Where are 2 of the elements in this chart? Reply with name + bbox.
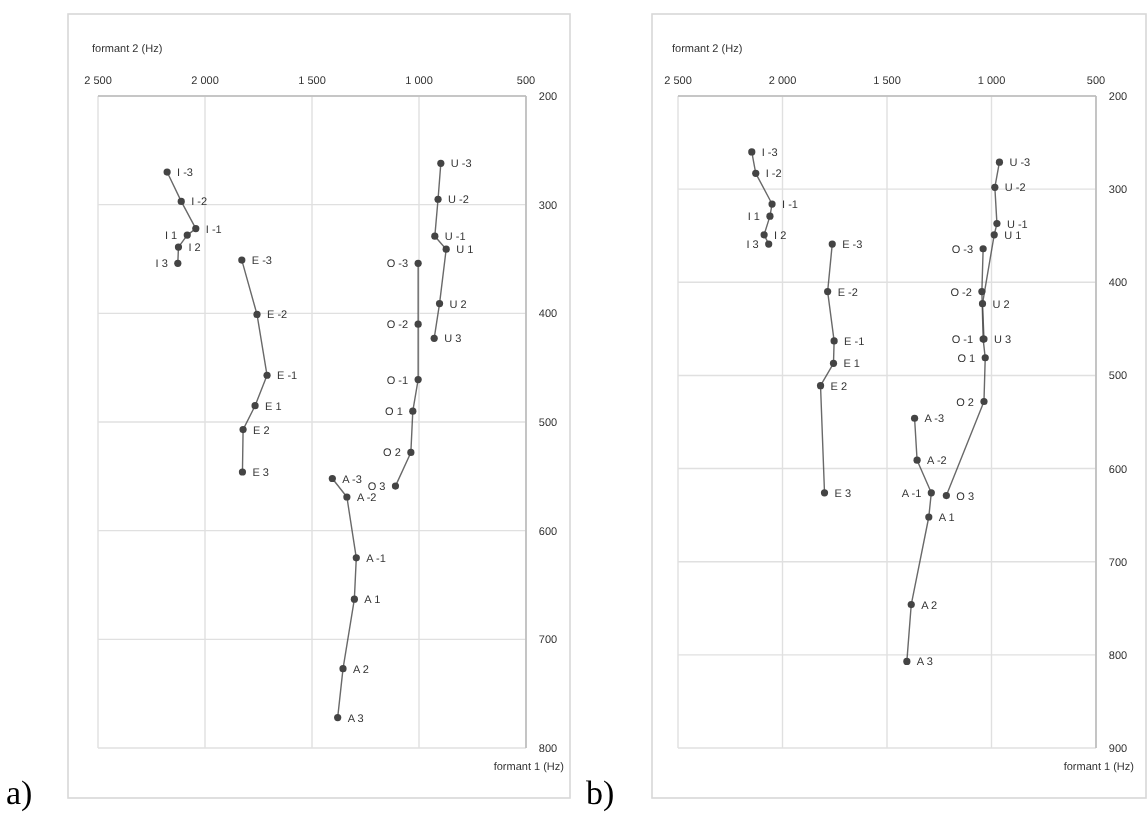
text: b) bbox=[586, 774, 615, 812]
text: a) bbox=[6, 774, 33, 812]
